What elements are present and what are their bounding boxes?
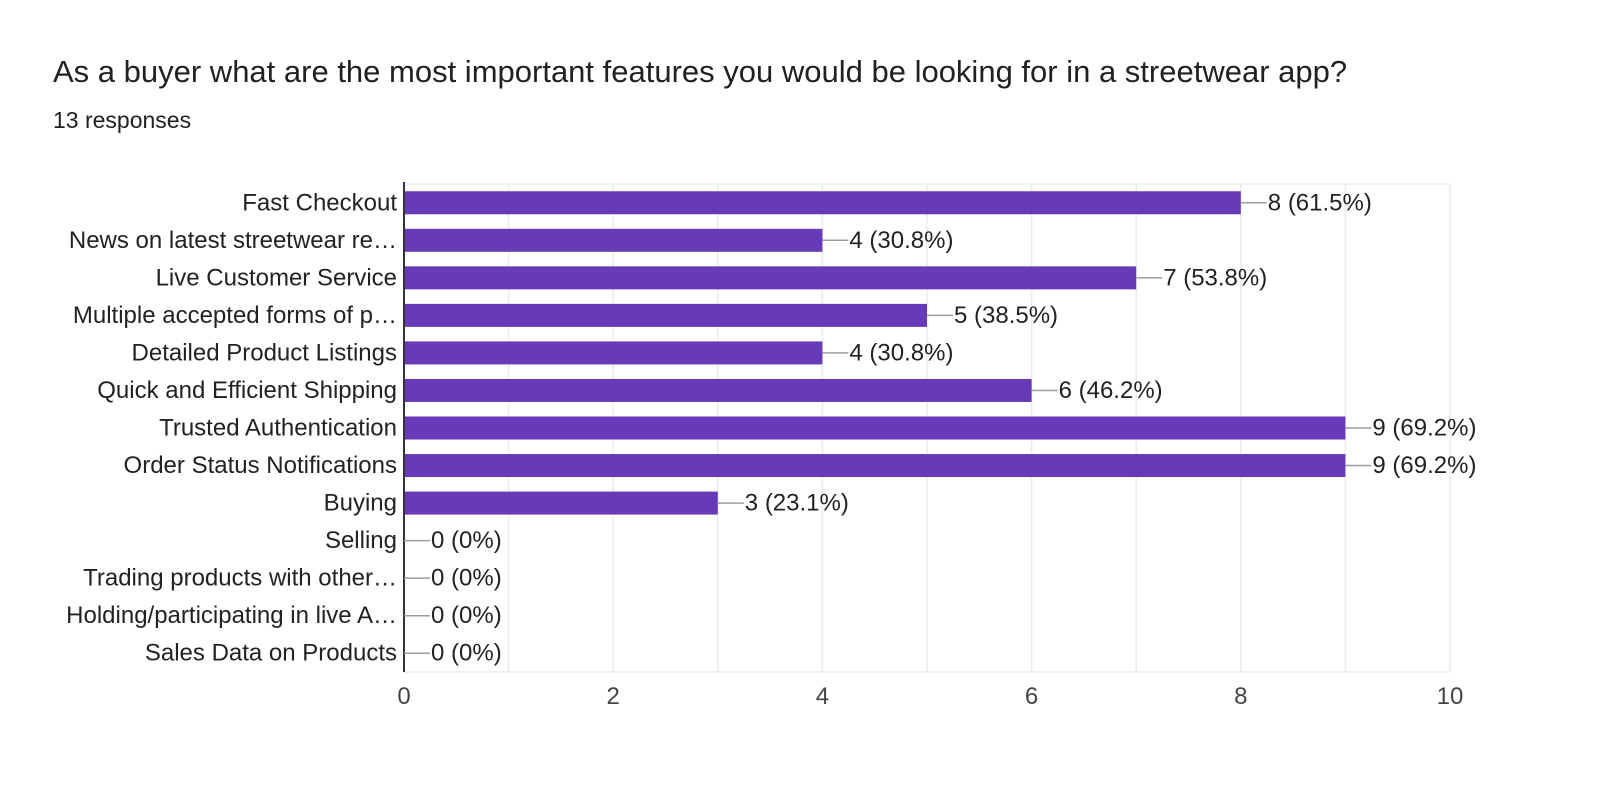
x-tick-label: 6 <box>1025 683 1038 710</box>
axes: 0 2 4 6 8 10 <box>397 182 1463 710</box>
x-tick-label: 8 <box>1234 683 1247 710</box>
x-tick-label: 0 <box>397 683 410 710</box>
x-tick-label: 10 <box>1437 683 1464 710</box>
category-label: Trusted Authentication <box>159 415 397 442</box>
category-label: Live Customer Service <box>156 264 397 291</box>
category-label: News on latest streetwear re… <box>69 227 397 254</box>
data-label: 8 (61.5%) <box>1268 189 1372 216</box>
data-label: 7 (53.8%) <box>1163 264 1267 291</box>
data-label: 4 (30.8%) <box>849 339 953 366</box>
data-label: 6 (46.2%) <box>1059 377 1163 404</box>
category-label: Multiple accepted forms of p… <box>73 302 397 329</box>
response-count: 13 responses <box>53 107 192 133</box>
bar <box>404 341 823 365</box>
category-label: Sales Data on Products <box>145 640 397 667</box>
bar <box>404 416 1346 440</box>
bar <box>404 266 1137 290</box>
data-label: 3 (23.1%) <box>745 490 849 517</box>
bar <box>404 303 927 327</box>
category-label: Selling <box>325 527 397 554</box>
bar <box>404 228 823 252</box>
bar <box>404 378 1032 402</box>
bar <box>404 191 1241 215</box>
bar <box>404 491 718 515</box>
data-label: 5 (38.5%) <box>954 302 1058 329</box>
category-label: Trading products with other… <box>83 565 397 592</box>
x-tick-label: 2 <box>607 683 620 710</box>
question-title: As a buyer what are the most important f… <box>53 54 1348 89</box>
labels: Fast Checkout 8 (61.5%) News on latest str… <box>66 189 1476 666</box>
data-label: 9 (69.2%) <box>1372 415 1476 442</box>
data-label: 9 (69.2%) <box>1372 452 1476 479</box>
category-label: Holding/participating in live A… <box>66 602 397 629</box>
bar <box>404 454 1346 478</box>
data-label: 0 (0%) <box>431 640 502 667</box>
category-label: Order Status Notifications <box>124 452 397 479</box>
category-label: Quick and Efficient Shipping <box>97 377 397 404</box>
category-label: Detailed Product Listings <box>132 339 397 366</box>
category-label: Fast Checkout <box>242 189 397 216</box>
data-label: 4 (30.8%) <box>849 227 953 254</box>
category-label: Buying <box>324 490 397 517</box>
data-label: 0 (0%) <box>431 565 502 592</box>
x-tick-label: 4 <box>816 683 829 710</box>
bars <box>404 191 1346 515</box>
data-label: 0 (0%) <box>431 527 502 554</box>
data-label: 0 (0%) <box>431 602 502 629</box>
